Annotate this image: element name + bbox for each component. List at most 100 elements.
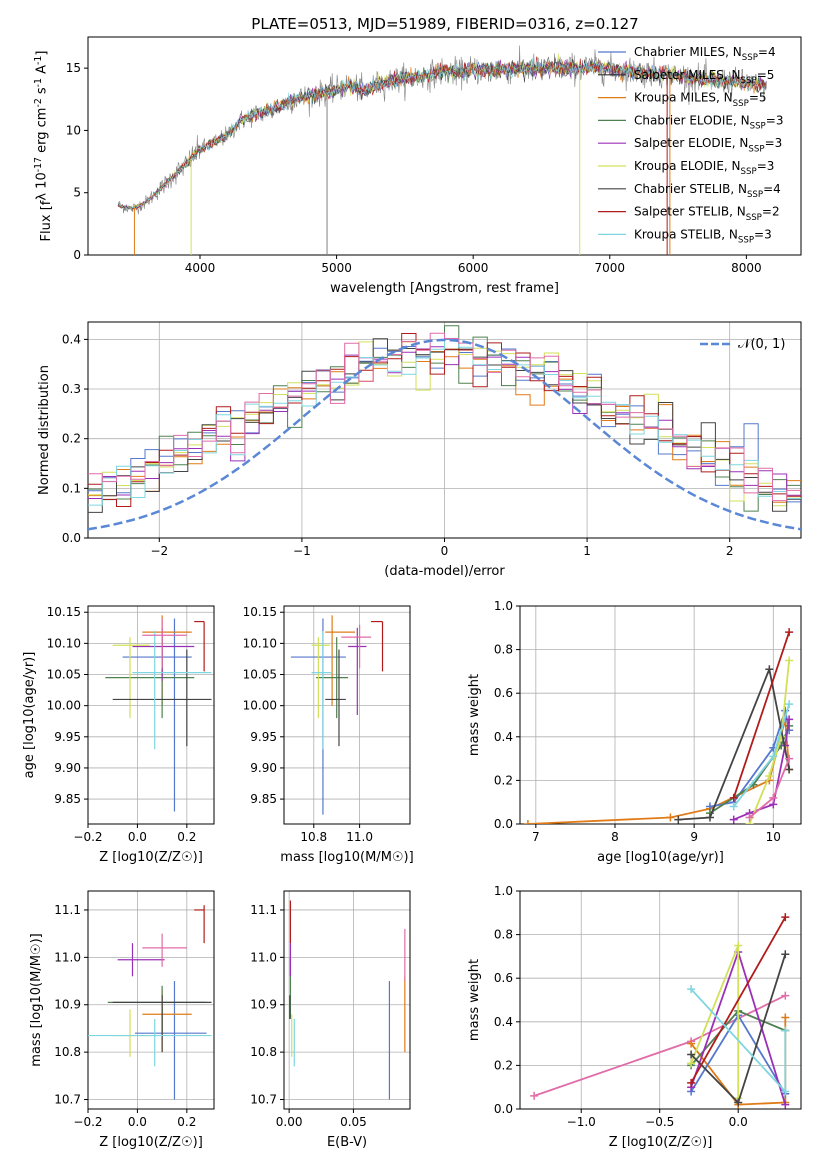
y-tick-label: 0.6 [494, 686, 513, 700]
weight-marker [687, 1039, 696, 1048]
axes-mass-vs-Z: −0.2 0.0 0.2 10.7 10.8 10.9 11.0 11.1 Z [log10(Z… [29, 890, 215, 1150]
residual-histogram-8 [88, 332, 801, 502]
weight-marker [769, 752, 778, 761]
legend-label: Kroupa STELIB, NSSP=3 [634, 227, 772, 245]
y-tick-label: 10.7 [54, 1093, 81, 1107]
weight-marker [785, 656, 794, 665]
y-axis-label: mass weight [467, 674, 482, 756]
errorbars-mass-vs-Z [88, 905, 212, 1100]
x-axis-label: (data-model)/error [384, 564, 505, 579]
x-tick-label: 0.2 [177, 1115, 196, 1129]
weight-line-1 [709, 707, 790, 808]
y-tick-label: 0.3 [62, 382, 81, 396]
x-tick-label: 0.0 [128, 1115, 147, 1129]
x-axis-label: Z [log10(Z/Z☉)] [609, 1135, 713, 1150]
y-tick-label: 0.1 [62, 481, 81, 495]
errorbars-mass-vs-ebv [289, 900, 406, 1100]
legend-label: Chabrier ELODIE, NSSP=3 [634, 113, 783, 131]
legend-label: Salpeter MILES, NSSP=5 [634, 68, 774, 86]
legend-label: Chabrier STELIB, NSSP=4 [634, 182, 781, 200]
normal-distribution-curve [88, 338, 801, 531]
residual-histogram-6 [88, 333, 801, 507]
weight-marker [781, 991, 790, 1000]
weight-marker [785, 715, 794, 724]
spectrum-legend: Chabrier MILES, NSSP=4 Salpeter MILES, NS… [598, 45, 783, 246]
axes-weight-vs-age: 7 8 9 10 0.0 0.2 0.4 0.6 0.8 1.0 age [log10(age/yr… [467, 599, 802, 865]
weight-marker [781, 1026, 790, 1035]
y-tick-label: 9.85 [250, 792, 277, 806]
x-tick-label: 0.0 [729, 1115, 748, 1129]
axes-age-vs-Z: −0.2 0.0 0.2 9.85 9.90 9.95 10.00 10.05 10.10 10.… [22, 605, 215, 865]
legend-label: Kroupa MILES, NSSP=5 [634, 91, 767, 109]
y-tick-label: 10.10 [47, 636, 81, 650]
axes-frame [519, 890, 802, 1110]
y-tick-label: 10.8 [250, 1045, 277, 1059]
y-tick-label: 0.6 [494, 971, 513, 985]
x-axis-label: mass [log10(M/M☉)] [280, 850, 413, 865]
legend-label: Chabrier MILES, NSSP=4 [634, 45, 776, 63]
x-tick-label: −1 [293, 544, 311, 558]
spectrum-lines [117, 45, 767, 255]
x-tick-label: −0.2 [73, 830, 102, 844]
errorbars-age-vs-Z [105, 615, 212, 812]
y-tick-label: 10.10 [243, 636, 277, 650]
weight-marker [674, 815, 683, 824]
y-tick-label: 10 [66, 123, 81, 137]
y-tick-label: 0.0 [62, 531, 81, 545]
histograms [88, 325, 801, 531]
weight-marker [781, 1087, 790, 1096]
x-axis-label: Z [log10(Z/Z☉)] [99, 1135, 203, 1150]
y-tick-label: 10.05 [47, 668, 81, 682]
x-tick-label: 11.0 [346, 830, 373, 844]
axes-frame [87, 321, 802, 539]
x-tick-label: 10.8 [300, 830, 327, 844]
y-tick-label: 15 [66, 61, 81, 75]
axes-weight-vs-Z: −1.0 −0.5 0.0 0.0 0.2 0.4 0.6 0.8 1.0 Z [log10(Z/… [467, 884, 802, 1150]
y-tick-label: 10.15 [243, 605, 277, 619]
weight-marker [687, 1078, 696, 1087]
x-tick-label: 1 [583, 544, 591, 558]
y-tick-label: 9.95 [54, 730, 81, 744]
y-tick-label: 1.0 [494, 599, 513, 613]
residual-legend: 𝒩(0, 1) [700, 337, 785, 352]
x-tick-label: 7000 [595, 261, 626, 275]
weight-marker [781, 950, 790, 959]
x-axis-label: E(B-V) [327, 1135, 367, 1150]
weight-marker [530, 1091, 539, 1100]
y-tick-label: 0.2 [494, 1058, 513, 1072]
y-tick-label: 0.4 [494, 1015, 513, 1029]
weight-marker [734, 941, 743, 950]
y-tick-label: 9.90 [54, 761, 81, 775]
weight-marker [734, 1098, 743, 1107]
x-tick-label: 0.05 [340, 1115, 367, 1129]
axes-residuals: −2 −1 0 1 2 0.0 0.1 0.2 0.3 0.4 (data-model)/error… [37, 321, 802, 579]
x-tick-label: 4000 [185, 261, 216, 275]
y-tick-label: 0.4 [62, 332, 81, 346]
x-tick-label: 0.2 [177, 830, 196, 844]
legend-label: Salpeter ELODIE, NSSP=3 [634, 136, 782, 154]
y-tick-label: 0.8 [494, 928, 513, 942]
weight-marker [745, 813, 754, 822]
model-spectrum-8 [117, 58, 767, 211]
x-tick-label: 7 [532, 830, 540, 844]
weight-line-0 [527, 719, 790, 824]
weight-marker [785, 765, 794, 774]
y-tick-label: 11.0 [250, 950, 277, 964]
y-tick-label: 5 [73, 186, 81, 200]
y-axis-label: age [log10(age/yr)] [22, 652, 37, 779]
x-tick-label: −0.5 [645, 1115, 674, 1129]
weight-line-5 [678, 666, 790, 821]
figure-title: PLATE=0513, MJD=51989, FIBERID=0316, z=0… [251, 15, 638, 33]
model-spectrum-6 [117, 57, 767, 210]
lines-weight-vs-Z [530, 913, 790, 1109]
y-tick-label: 0 [73, 248, 81, 262]
y-tick-label: 10.8 [54, 1045, 81, 1059]
weight-marker [785, 628, 794, 637]
y-axis-label: mass [log10(M/M☉)] [29, 933, 44, 1066]
weight-marker [705, 813, 714, 822]
y-tick-label: 11.1 [54, 903, 81, 917]
x-tick-label: 9 [690, 830, 698, 844]
axes-frame [283, 890, 411, 1110]
errorbars-age-vs-mass [290, 615, 384, 815]
axes-frame [87, 36, 802, 256]
